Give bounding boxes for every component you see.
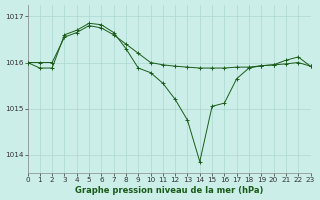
X-axis label: Graphe pression niveau de la mer (hPa): Graphe pression niveau de la mer (hPa) bbox=[75, 186, 263, 195]
